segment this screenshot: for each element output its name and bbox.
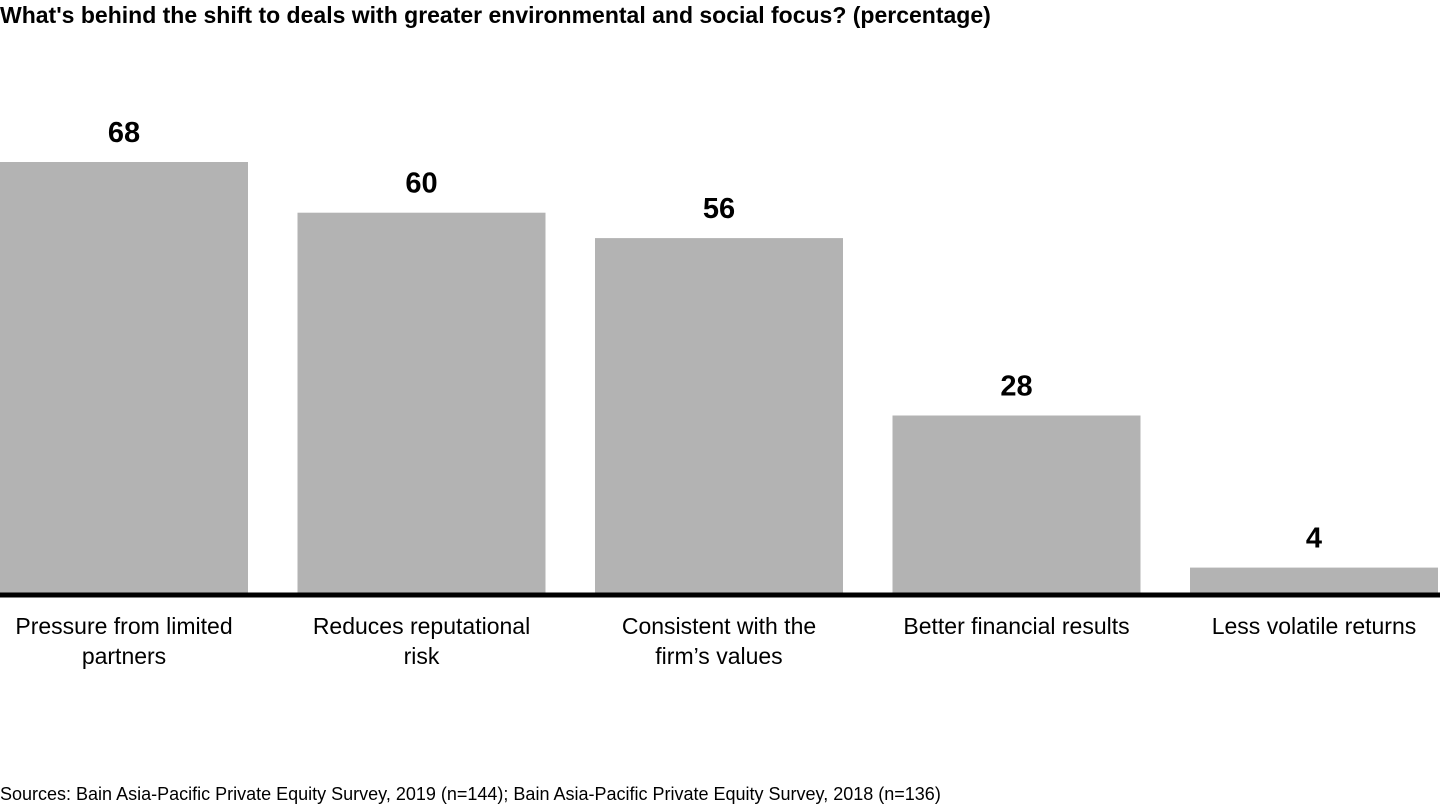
- value-label-5: 4: [1306, 523, 1322, 555]
- value-labels-group: 68 60 56 28 4: [108, 117, 1322, 555]
- value-label-1: 68: [108, 117, 140, 149]
- category-label-5: Less volatile returns: [1211, 613, 1417, 639]
- bar-5: [1190, 567, 1438, 593]
- category-label-2: Reduces reputational risk: [312, 613, 531, 669]
- category-label-3: Consistent with the firm’s values: [621, 613, 817, 669]
- bar-1: [0, 162, 248, 593]
- bar-4: [892, 415, 1141, 593]
- value-label-3: 56: [703, 193, 735, 225]
- chart-title: What's behind the shift to deals with gr…: [0, 2, 991, 28]
- bar-3: [595, 238, 843, 593]
- value-label-4: 28: [1000, 371, 1032, 403]
- category-label-4: Better financial results: [903, 613, 1130, 639]
- category-label-1: Pressure from limited partners: [15, 613, 233, 669]
- bars-group: [0, 162, 1438, 593]
- bar-2: [297, 212, 546, 593]
- value-label-2: 60: [405, 168, 437, 200]
- source-note: Sources: Bain Asia-Pacific Private Equit…: [0, 784, 941, 804]
